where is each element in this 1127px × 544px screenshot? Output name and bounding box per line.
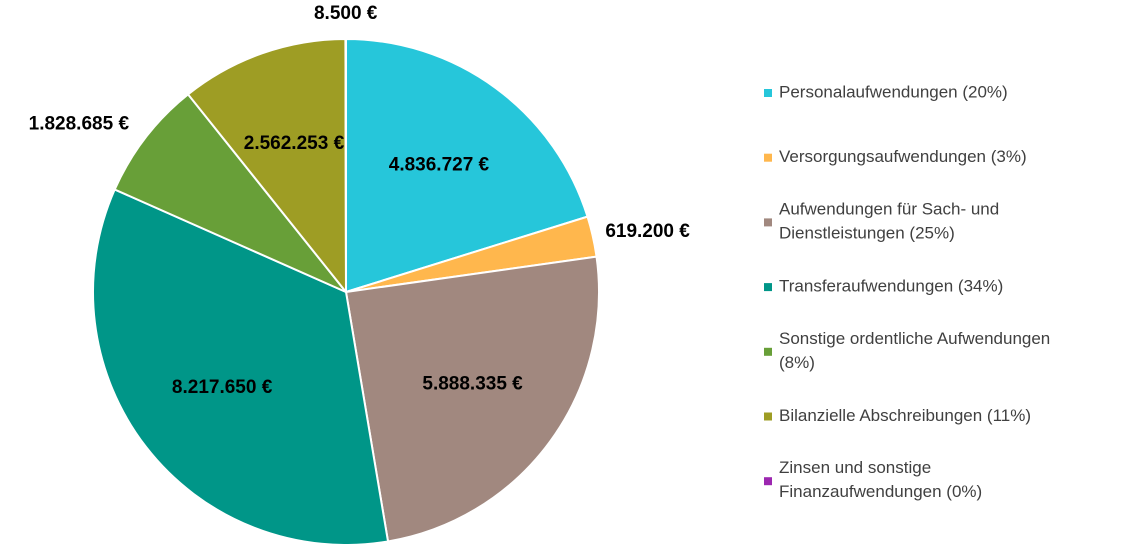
data-label: 1.828.685 € — [29, 114, 130, 135]
legend-label: Zinsen und sonstige Finanzaufwendungen (0… — [779, 459, 982, 502]
legend-swatch — [764, 477, 772, 486]
data-label: 5.888.335 € — [422, 374, 523, 395]
legend-swatch — [764, 283, 772, 292]
pie-slice — [344, 255, 600, 543]
pie-slice — [344, 37, 347, 293]
data-label: 2.562.253 € — [244, 133, 345, 154]
legend-label: Aufwendungen für Sach- und Dienstleistung… — [779, 200, 999, 243]
legend-label: Sonstige ordentliche Aufwendungen (8%) — [779, 329, 1050, 372]
legend-swatch — [764, 153, 772, 162]
data-label: 619.200 € — [605, 221, 690, 242]
pie-slice — [345, 37, 589, 294]
legend-swatch — [764, 347, 772, 356]
data-label: 8.500 € — [314, 3, 378, 24]
data-label: 8.217.650 € — [172, 377, 273, 398]
pie-slice — [113, 92, 347, 293]
data-label: 4.836.727 € — [389, 155, 490, 176]
legend-label: Personalaufwendungen (20%) — [779, 82, 1008, 101]
pie-slice — [186, 37, 348, 295]
legend-swatch — [764, 89, 772, 97]
legend-label: Versorgungsaufwendungen (3%) — [779, 147, 1027, 166]
legend-swatch — [764, 218, 772, 227]
legend-label: Bilanzielle Abschreibungen (11%) — [779, 406, 1031, 425]
legend-label: Transferaufwendungen (34%) — [779, 277, 1003, 296]
legend-swatch — [764, 412, 772, 421]
